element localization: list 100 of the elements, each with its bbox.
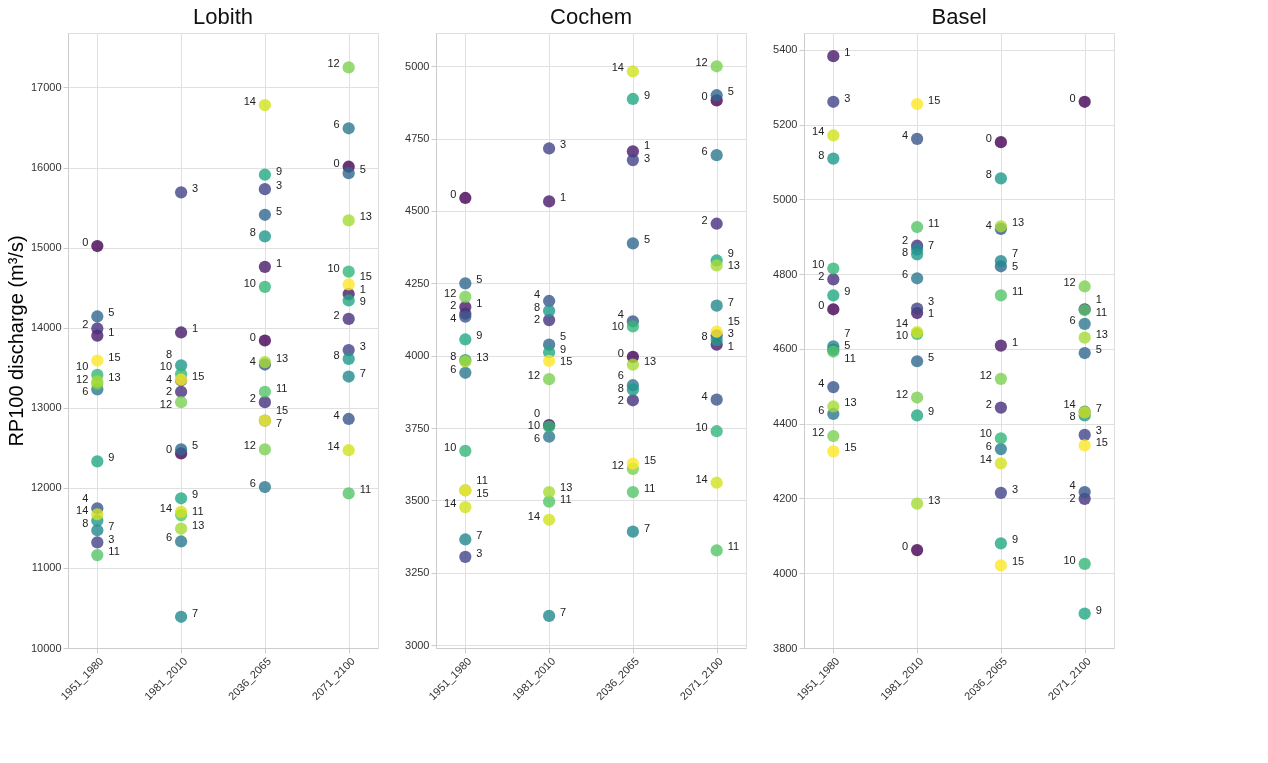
- series-label: 7: [1011, 247, 1019, 260]
- y-tick-label: 11000: [31, 561, 62, 574]
- text: 13: [275, 352, 289, 365]
- text: 9: [108, 451, 115, 464]
- text: 4: [450, 311, 457, 324]
- series-label: 4: [533, 288, 541, 301]
- text: 3: [844, 91, 851, 104]
- text: 15: [275, 404, 289, 417]
- series-label: 11: [108, 545, 120, 558]
- text: 10: [695, 421, 708, 434]
- text: 2: [1069, 491, 1076, 504]
- text: 14: [243, 95, 256, 108]
- text: 13: [928, 493, 941, 506]
- series-label: 7: [108, 520, 115, 533]
- text: 12: [159, 397, 173, 410]
- chart-title: Basel: [931, 4, 987, 29]
- y-tick-label: 3750: [405, 421, 430, 434]
- text: 8: [985, 168, 992, 181]
- text: 4: [985, 218, 992, 231]
- text: 2: [985, 397, 992, 410]
- text: 4: [701, 389, 708, 402]
- series-label: 11: [844, 351, 856, 364]
- y-tick-label: 4400: [773, 417, 798, 430]
- series-label: 5: [1011, 259, 1019, 272]
- text: 0: [165, 443, 173, 456]
- series-label: 5: [643, 233, 651, 246]
- text: 2: [701, 213, 708, 226]
- series-label: 13: [1011, 216, 1025, 229]
- series-label: 6: [1069, 313, 1076, 326]
- text: 12: [695, 56, 708, 69]
- text: 0: [985, 132, 992, 145]
- text: 11: [727, 540, 740, 553]
- text: 6: [450, 362, 457, 375]
- y-tick-label: 5200: [773, 118, 798, 131]
- text: 1: [560, 191, 567, 204]
- series-label: 14: [327, 440, 340, 453]
- text: 5: [476, 273, 483, 286]
- y-tick-label: 15000: [30, 241, 62, 254]
- text: 4: [901, 128, 909, 141]
- text: 9: [928, 405, 935, 418]
- text: 11: [560, 493, 572, 506]
- text: 7: [476, 529, 483, 542]
- text: 12: [812, 426, 825, 439]
- text: 1: [1011, 335, 1019, 348]
- text: 6: [901, 268, 909, 281]
- text: 12: [327, 57, 340, 70]
- text: 5: [1095, 343, 1102, 356]
- series-label: 4: [165, 372, 173, 385]
- text: 0: [450, 187, 457, 200]
- text: 6: [165, 531, 173, 544]
- text: 0: [82, 236, 89, 249]
- text: 6: [617, 369, 624, 382]
- text: 3: [359, 340, 366, 353]
- series-label: 15: [560, 355, 573, 368]
- y-tick-label: 16000: [30, 161, 62, 174]
- text: 4: [617, 307, 624, 320]
- y-tick-label: 17000: [30, 80, 62, 93]
- y-tick-label: 10000: [30, 641, 62, 654]
- text: 14: [812, 125, 825, 138]
- text: 11: [1011, 285, 1024, 298]
- text: 6: [818, 403, 825, 416]
- series-label: 15: [844, 441, 857, 454]
- text: 9: [476, 329, 483, 342]
- text: 0: [249, 330, 256, 343]
- text: 11: [359, 483, 372, 496]
- text: 15: [727, 314, 740, 327]
- series-label: 13: [727, 259, 740, 272]
- text: 14: [444, 497, 457, 510]
- text: 2: [818, 270, 825, 283]
- y-tick-label: 5000: [773, 192, 798, 205]
- text: 3: [727, 327, 734, 340]
- series-label: 14: [695, 472, 708, 485]
- y-axis-title: RP100 discharge (m³/s): [4, 235, 27, 447]
- text: 14: [1063, 397, 1076, 410]
- text: 5: [727, 85, 734, 98]
- text: 1: [1095, 293, 1102, 306]
- series-label: 0: [701, 90, 708, 103]
- text: 7: [275, 416, 283, 429]
- text: 4: [333, 408, 340, 421]
- text: 11: [275, 381, 288, 394]
- text: 8: [165, 347, 173, 360]
- series-label: 2: [901, 233, 909, 246]
- text: 7: [727, 295, 734, 308]
- text: 13: [643, 354, 657, 367]
- text: 10: [76, 360, 89, 373]
- y-tick-label: 4000: [773, 566, 798, 579]
- series-label: 15: [359, 270, 372, 283]
- text: 13: [844, 396, 857, 409]
- series-label: 14: [979, 453, 992, 466]
- text: 4: [249, 354, 256, 367]
- text: 3: [192, 182, 199, 195]
- text: 6: [985, 439, 992, 452]
- series-label: 10: [611, 320, 624, 333]
- series-label: 7: [643, 521, 651, 534]
- text: 2: [249, 392, 256, 405]
- text: 0: [617, 346, 624, 359]
- y-tick-label: 4000: [405, 349, 430, 362]
- text: 7: [560, 605, 567, 618]
- text: 14: [611, 61, 624, 74]
- text: 5: [928, 351, 935, 364]
